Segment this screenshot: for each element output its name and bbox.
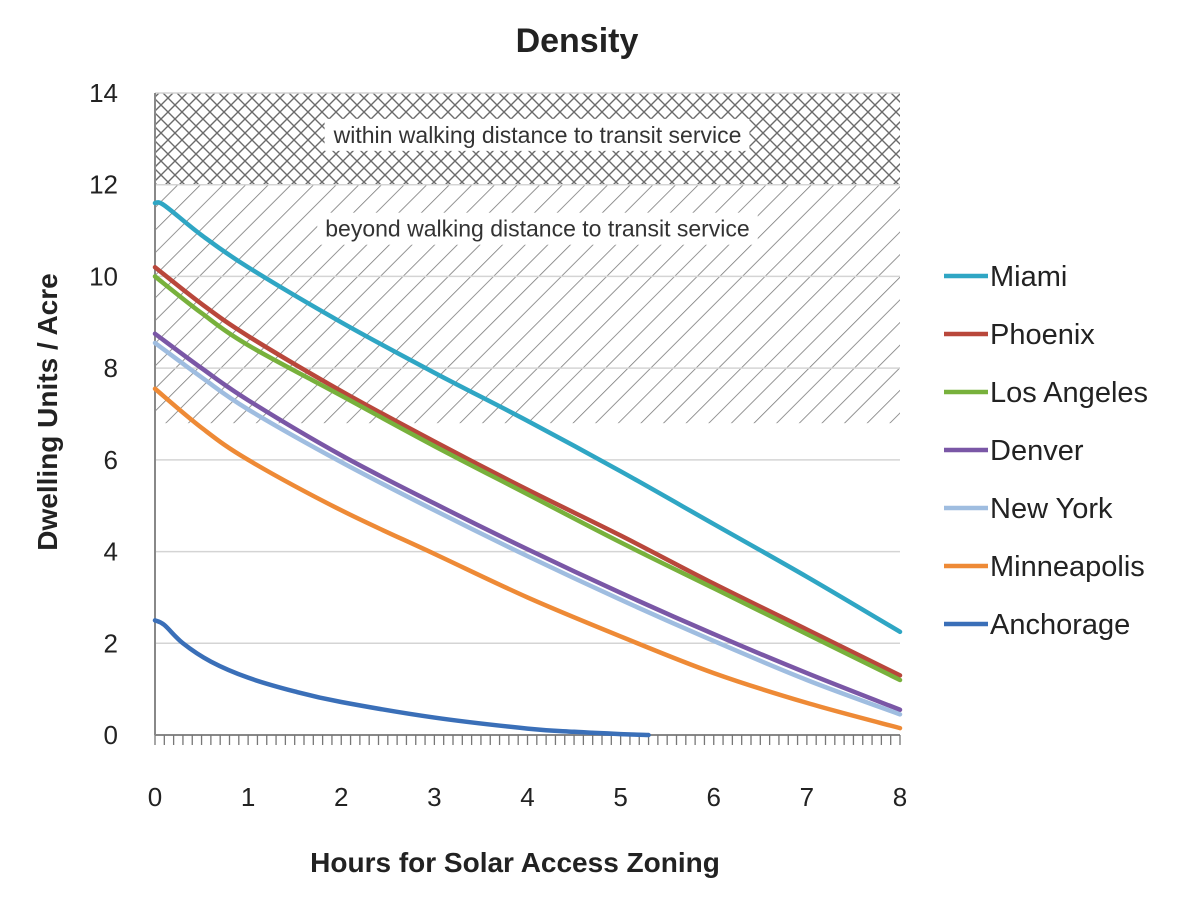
series-line-miami xyxy=(152,200,903,635)
legend-label-minneapolis: Minneapolis xyxy=(990,551,1145,583)
band-label-background xyxy=(317,212,758,245)
y-tick-label: 8 xyxy=(104,353,118,383)
series-line-minneapolis xyxy=(152,386,903,731)
band-label: beyond walking distance to transit servi… xyxy=(325,216,749,242)
y-tick-label: 6 xyxy=(104,445,118,475)
band-label-background xyxy=(324,118,750,151)
legend-label-denver: Denver xyxy=(990,435,1084,467)
legend-label-miami: Miami xyxy=(990,261,1067,293)
y-tick-label: 10 xyxy=(89,261,118,291)
legend-label-anchorage: Anchorage xyxy=(990,609,1130,641)
y-tick-label: 0 xyxy=(104,720,118,750)
chart-title: Density xyxy=(516,22,639,60)
x-tick-label: 7 xyxy=(800,782,814,812)
legend-label-new-york: New York xyxy=(990,493,1113,525)
series-line-los-angeles xyxy=(152,274,903,683)
legend: Miami Phoenix Los Angeles Denver New York Min… xyxy=(944,261,1148,641)
x-tick-label: 6 xyxy=(707,782,721,812)
x-tick-label: 4 xyxy=(520,782,534,812)
gridlines xyxy=(155,92,900,645)
band-labels: within walking distance to transit servi… xyxy=(317,118,758,245)
series-line-anchorage xyxy=(152,618,651,738)
x-tick-label: 8 xyxy=(893,782,907,812)
x-tick-label: 0 xyxy=(148,782,162,812)
y-tick-label: 2 xyxy=(104,628,118,658)
x-axis-label: Hours for Solar Access Zoning xyxy=(310,847,720,878)
series-line-new-york xyxy=(152,340,903,717)
x-tick-label: 1 xyxy=(241,782,255,812)
series-lines xyxy=(152,200,903,738)
band-label: within walking distance to transit servi… xyxy=(333,122,742,148)
x-tick-label: 5 xyxy=(613,782,627,812)
x-tick-label: 2 xyxy=(334,782,348,812)
y-axis-label: Dwelling Units / Acre xyxy=(32,273,63,550)
y-tick-label: 14 xyxy=(89,78,118,108)
y-tick-label: 4 xyxy=(104,537,118,567)
series-line-phoenix xyxy=(152,265,903,678)
series-line-denver xyxy=(152,331,903,713)
x-tick-label: 3 xyxy=(427,782,441,812)
legend-label-phoenix: Phoenix xyxy=(990,319,1095,351)
legend-label-los-angeles: Los Angeles xyxy=(990,377,1148,409)
y-tick-label: 12 xyxy=(89,170,118,200)
